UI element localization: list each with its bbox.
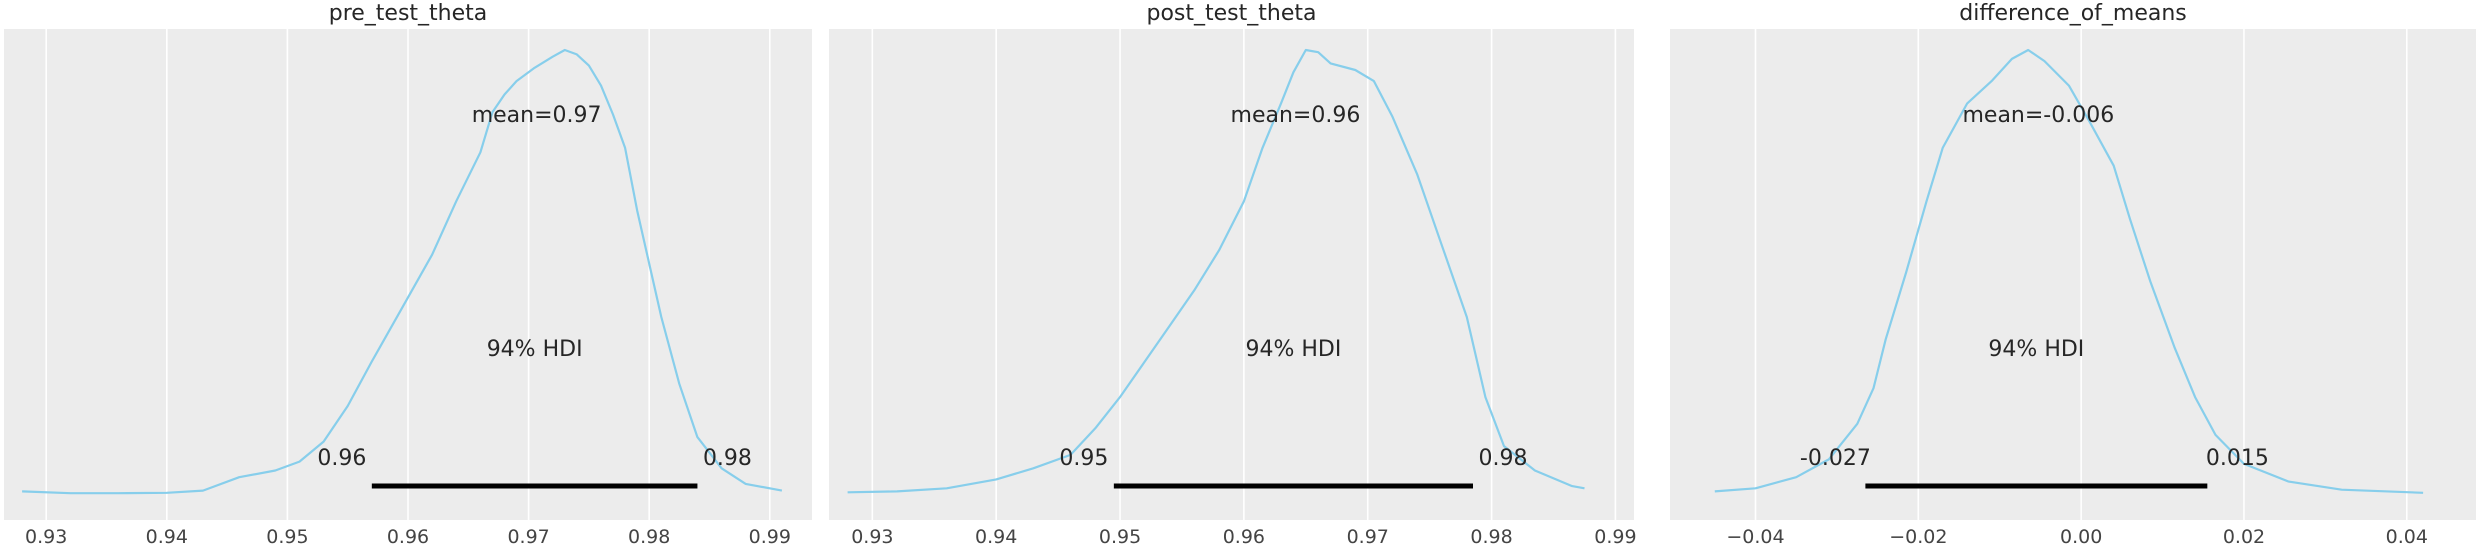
- mean-label: mean=-0.006: [1962, 103, 2114, 128]
- x-tick-label: 0.96: [1223, 526, 1265, 548]
- density-curve: [1714, 48, 2424, 494]
- hdi-low-label: 0.95: [1059, 446, 1108, 471]
- density-curve: [847, 48, 1585, 494]
- x-tick-label: 0.02: [2223, 526, 2265, 548]
- x-tick-label: 0.94: [975, 526, 1017, 548]
- x-tick-label: 0.99: [749, 526, 791, 548]
- hdi-low-label: -0.027: [1800, 446, 1871, 471]
- hdi-label: 94% HDI: [487, 337, 583, 362]
- hdi-high-label: 0.015: [2206, 446, 2269, 471]
- panel-background: [1670, 29, 2476, 520]
- x-tick-label: 0.96: [387, 526, 429, 548]
- hdi-high-label: 0.98: [1479, 446, 1528, 471]
- x-tick-label: 0.04: [2386, 526, 2428, 548]
- hdi-label: 94% HDI: [1245, 337, 1341, 362]
- x-tick-label: 0.93: [851, 526, 893, 548]
- x-tick-label: −0.02: [1889, 526, 1947, 548]
- panel-title: post_test_theta: [1147, 1, 1317, 26]
- x-tick-label: 0.95: [1099, 526, 1141, 548]
- mean-label: mean=0.97: [472, 103, 602, 128]
- hdi-label: 94% HDI: [1988, 337, 2084, 362]
- panel-title: pre_test_theta: [329, 1, 488, 26]
- x-tick-label: 0.97: [1347, 526, 1389, 548]
- mean-label: mean=0.96: [1231, 103, 1361, 128]
- panel-title: difference_of_means: [1959, 1, 2187, 26]
- x-tick-label: 0.98: [628, 526, 670, 548]
- x-tick-label: 0.99: [1594, 526, 1636, 548]
- hdi-high-label: 0.98: [703, 446, 752, 471]
- x-tick-label: 0.94: [146, 526, 188, 548]
- x-tick-label: 0.00: [2060, 526, 2102, 548]
- x-tick-label: −0.04: [1726, 526, 1784, 548]
- x-tick-label: 0.95: [266, 526, 308, 548]
- density-curve: [22, 48, 783, 495]
- x-tick-label: 0.97: [507, 526, 549, 548]
- hdi-low-label: 0.96: [317, 446, 366, 471]
- x-tick-label: 0.93: [25, 526, 67, 548]
- x-tick-label: 0.98: [1470, 526, 1512, 548]
